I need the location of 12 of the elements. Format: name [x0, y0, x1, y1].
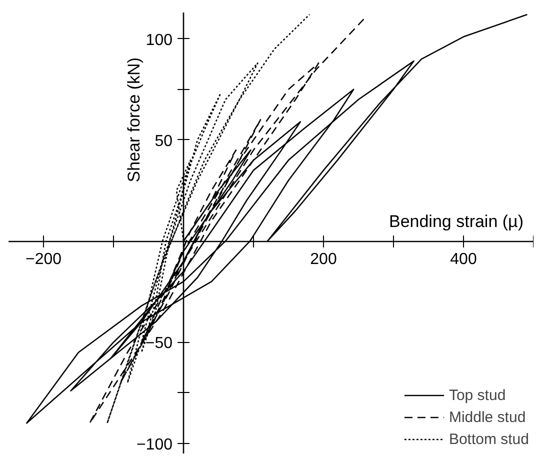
x-tick-label: 200 [310, 251, 337, 268]
y-tick-label: −100 [136, 436, 173, 454]
x-tick-label: 400 [450, 251, 477, 268]
x-axis-title: Bending strain (µ) [388, 212, 524, 232]
legend-label: Top stud [448, 386, 506, 404]
y-tick-label: 50 [154, 132, 173, 150]
x-tick-label: −200 [25, 251, 62, 268]
legend-label: Bottom stud [448, 430, 529, 448]
y-tick-label: 100 [146, 32, 173, 49]
legend-label: Middle stud [448, 408, 526, 426]
y-tick-label: −50 [145, 335, 173, 352]
y-axis-title: Shear force (kN) [124, 58, 144, 182]
